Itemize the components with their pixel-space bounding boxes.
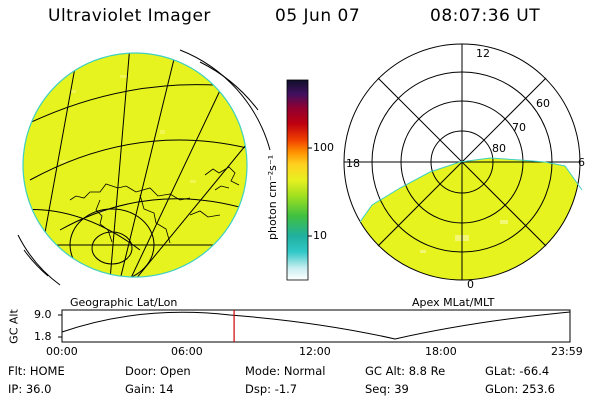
status-flt-value: HOME [29,364,65,378]
status-ip-label: IP: [8,382,23,396]
status-ip-value: 36.0 [25,382,52,396]
time-tick-1200: 12:00 [299,345,331,358]
lat-label-70: 70 [512,121,526,134]
time-tick-1800: 18:00 [425,345,457,358]
status-door-label: Door: [125,364,157,378]
status-glon-value: 253.6 [521,382,555,396]
status-gc-alt-label: GC Alt: [365,364,406,378]
status-mode-label: Mode: [245,364,281,378]
status-dsp-label: Dsp: [245,382,272,396]
altitude-ytick-1-8: 1.8 [34,330,52,343]
status-mode: Mode: Normal [245,364,325,378]
status-gain: Gain: 14 [125,382,174,396]
mlt-label-6: 6 [578,156,585,169]
mlt-label-12: 12 [476,47,490,60]
lat-label-60: 60 [536,97,550,110]
status-seq-value: 39 [394,382,409,396]
status-door: Door: Open [125,364,191,378]
colorbar-tick-10: 10 [313,229,327,242]
status-seq-label: Seq: [365,382,391,396]
status-gc-alt-value: 8.8 Re [408,364,446,378]
colorbar-unit-label: photon cm⁻²s⁻¹ [266,154,279,240]
status-glat-label: GLat: [485,364,516,378]
altitude-ylabel: GC Alt [7,309,21,344]
date-label: 05 Jun 07 [275,6,361,26]
status-glon: GLon: 253.6 [485,382,555,396]
time-tick-2359: 23:59 [551,345,583,358]
apex-panel-label: Apex MLat/MLT [412,296,495,309]
mlt-label-18: 18 [346,157,360,170]
status-mode-value: Normal [283,364,326,378]
status-dsp: Dsp: -1.7 [245,382,297,396]
colorbar [286,79,312,281]
status-glat: GLat: -66.4 [485,364,549,378]
status-ip: IP: 36.0 [8,382,51,396]
mlt-label-0: 0 [467,278,474,291]
altitude-plot [58,309,571,343]
lat-label-80: 80 [492,142,506,155]
status-glat-value: -66.4 [519,364,550,378]
status-seq: Seq: 39 [365,382,409,396]
status-gc-alt: GC Alt: 8.8 Re [365,364,445,378]
status-dsp-value: -1.7 [274,382,298,396]
status-door-value: Open [159,364,191,378]
time-label: 08:07:36 UT [430,6,541,26]
time-tick-0600: 06:00 [171,345,203,358]
geographic-map [17,49,271,286]
status-flt: Flt: HOME [8,364,65,378]
altitude-ytick-9: 9.0 [34,308,52,321]
colorbar-tick-100: 100 [313,141,334,154]
instrument-title: Ultraviolet Imager [48,6,211,26]
geographic-panel-label: Geographic Lat/Lon [70,296,178,309]
apex-polar-plot [343,43,583,281]
status-glon-label: GLon: [485,382,519,396]
time-tick-0000: 00:00 [46,345,78,358]
status-flt-label: Flt: [8,364,27,378]
status-gain-value: 14 [158,382,174,396]
status-gain-label: Gain: [125,382,156,396]
